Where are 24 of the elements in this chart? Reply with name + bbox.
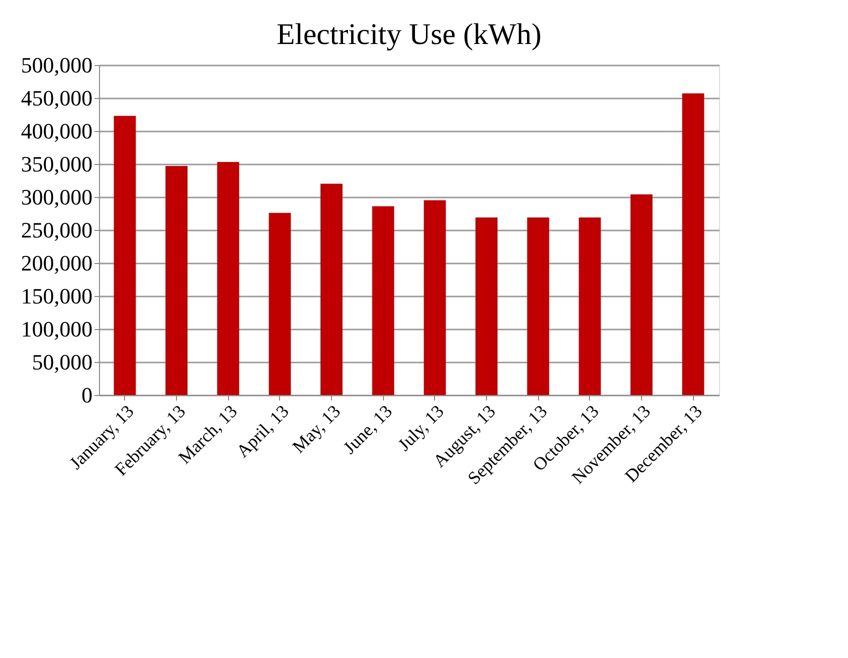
y-tick-label: 0: [82, 382, 92, 408]
y-tick-label: 450,000: [21, 86, 92, 110]
bar: [682, 93, 704, 395]
y-tick-label: 500,000: [21, 52, 92, 78]
y-tick-label: 150,000: [21, 284, 92, 308]
bar: [578, 217, 601, 395]
bar: [268, 212, 291, 395]
bar: [320, 184, 342, 395]
bar: [476, 217, 498, 395]
y-tick-label: 250,000: [21, 218, 92, 242]
chart-title: Electricity Use (kWh): [276, 18, 542, 51]
y-tick-label: 300,000: [21, 184, 92, 210]
bar: [424, 200, 446, 395]
y-tick-label: 350,000: [21, 152, 92, 176]
bar: [217, 162, 240, 395]
y-tick-label: 200,000: [21, 250, 92, 276]
bar: [166, 166, 188, 395]
y-tick-label: 100,000: [21, 316, 92, 342]
bar: [630, 194, 652, 395]
bar: [114, 116, 136, 395]
y-tick-label: 400,000: [21, 118, 92, 144]
y-tick-label: 50,000: [32, 350, 92, 374]
bar: [527, 217, 550, 395]
bar: [372, 206, 394, 395]
